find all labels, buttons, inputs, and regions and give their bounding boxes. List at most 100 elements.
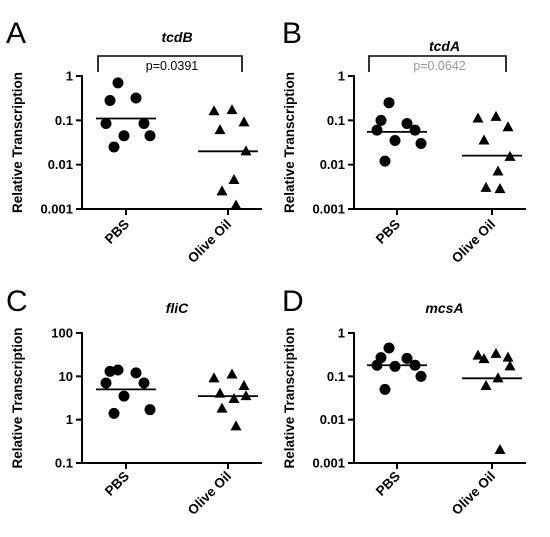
- y-tick-label: 1: [338, 69, 345, 84]
- y-tick-label: 1: [66, 69, 73, 84]
- data-point-olive-oil: [472, 349, 484, 360]
- data-point-olive-oil: [240, 145, 252, 156]
- data-point-olive-oil: [494, 183, 506, 194]
- data-point-pbs: [401, 352, 413, 364]
- data-point-olive-oil: [490, 347, 502, 358]
- x-tick-label: PBS: [373, 469, 403, 499]
- panel-letter: A: [6, 17, 26, 50]
- data-point-pbs: [389, 135, 401, 147]
- data-point-olive-oil: [216, 402, 228, 413]
- data-point-pbs: [100, 117, 112, 129]
- data-point-pbs: [375, 114, 387, 126]
- data-point-pbs: [144, 404, 156, 416]
- data-point-olive-oil: [504, 360, 516, 371]
- data-point-olive-oil: [492, 372, 504, 383]
- x-tick-label: PBS: [102, 217, 132, 247]
- data-point-pbs: [138, 377, 150, 389]
- data-point-pbs: [415, 138, 427, 150]
- x-tick-label: PBS: [102, 469, 132, 499]
- x-tick-label: Olive Oil: [449, 469, 498, 518]
- data-point-pbs: [130, 92, 142, 104]
- data-point-pbs: [379, 383, 391, 395]
- y-tick-label: 0.001: [312, 202, 345, 217]
- y-tick-label: 10: [59, 369, 73, 384]
- y-tick-label: 0.01: [48, 157, 73, 172]
- p-value-label: p=0.0391: [146, 59, 199, 73]
- data-point-olive-oil: [216, 185, 228, 196]
- y-axis-label: Relative Transcription: [10, 327, 25, 468]
- y-tick-label: 0.1: [55, 113, 73, 128]
- data-point-pbs: [100, 377, 112, 389]
- data-point-olive-oil: [478, 134, 490, 145]
- significance-bracket: [368, 55, 507, 72]
- data-point-olive-oil: [238, 379, 250, 390]
- data-point-olive-oil: [240, 390, 252, 401]
- y-tick-label: 100: [51, 326, 73, 341]
- y-tick-label: 0.1: [327, 369, 345, 384]
- data-point-olive-oil: [226, 368, 238, 379]
- y-tick-label: 1: [338, 326, 345, 341]
- significance-bracket: [97, 55, 243, 72]
- data-point-pbs: [108, 141, 120, 153]
- data-point-pbs: [379, 155, 391, 167]
- y-tick-label: 1: [66, 412, 73, 427]
- data-point-pbs: [112, 77, 124, 89]
- data-point-pbs: [104, 95, 116, 107]
- data-point-pbs: [144, 130, 156, 142]
- y-axis-label: Relative Transcription: [10, 72, 25, 213]
- data-point-pbs: [118, 390, 130, 402]
- data-point-olive-oil: [480, 181, 492, 192]
- x-tick-label: Olive Oil: [449, 217, 498, 266]
- data-point-olive-oil: [214, 387, 226, 398]
- data-point-olive-oil: [238, 116, 250, 127]
- panel-letter: B: [282, 17, 302, 50]
- data-point-olive-oil: [208, 105, 220, 116]
- data-point-olive-oil: [502, 351, 514, 362]
- data-point-olive-oil: [208, 372, 220, 383]
- x-tick-label: PBS: [373, 217, 403, 247]
- panel-title: fliC: [166, 300, 189, 316]
- data-point-olive-oil: [502, 121, 514, 132]
- data-point-olive-oil: [230, 420, 242, 431]
- y-tick-label: 0.1: [327, 113, 345, 128]
- data-point-olive-oil: [214, 124, 226, 135]
- panel-title: tcdB: [161, 29, 192, 45]
- data-point-olive-oil: [478, 353, 490, 364]
- data-point-pbs: [409, 124, 421, 136]
- data-point-olive-oil: [492, 165, 504, 176]
- data-point-pbs: [371, 124, 383, 136]
- data-point-olive-oil: [494, 443, 506, 454]
- data-point-pbs: [130, 367, 142, 379]
- x-tick-label: Olive Oil: [185, 217, 234, 266]
- data-point-olive-oil: [228, 174, 240, 185]
- y-tick-label: 0.01: [320, 412, 345, 427]
- data-point-olive-oil: [230, 199, 242, 210]
- data-point-olive-oil: [480, 379, 492, 390]
- panel-letter: D: [282, 285, 304, 318]
- y-tick-label: 0.1: [55, 456, 73, 471]
- panel-title: tcdA: [429, 38, 460, 54]
- panel-title: mcsA: [425, 300, 463, 316]
- y-tick-label: 0.01: [320, 157, 345, 172]
- y-tick-label: 0.001: [312, 456, 345, 471]
- data-point-olive-oil: [490, 110, 502, 121]
- data-point-olive-oil: [228, 392, 240, 403]
- data-point-pbs: [389, 360, 401, 372]
- data-point-olive-oil: [226, 104, 238, 115]
- data-point-pbs: [415, 370, 427, 382]
- data-point-olive-oil: [472, 112, 484, 123]
- y-axis-label: Relative Transcription: [282, 72, 297, 213]
- data-point-pbs: [104, 365, 116, 377]
- panel-letter: C: [6, 285, 28, 318]
- y-tick-label: 0.001: [40, 202, 73, 217]
- data-point-pbs: [383, 342, 395, 354]
- p-value-label: p=0.0642: [413, 59, 466, 73]
- x-tick-label: Olive Oil: [185, 469, 234, 518]
- data-point-pbs: [118, 130, 130, 142]
- data-point-pbs: [138, 117, 150, 129]
